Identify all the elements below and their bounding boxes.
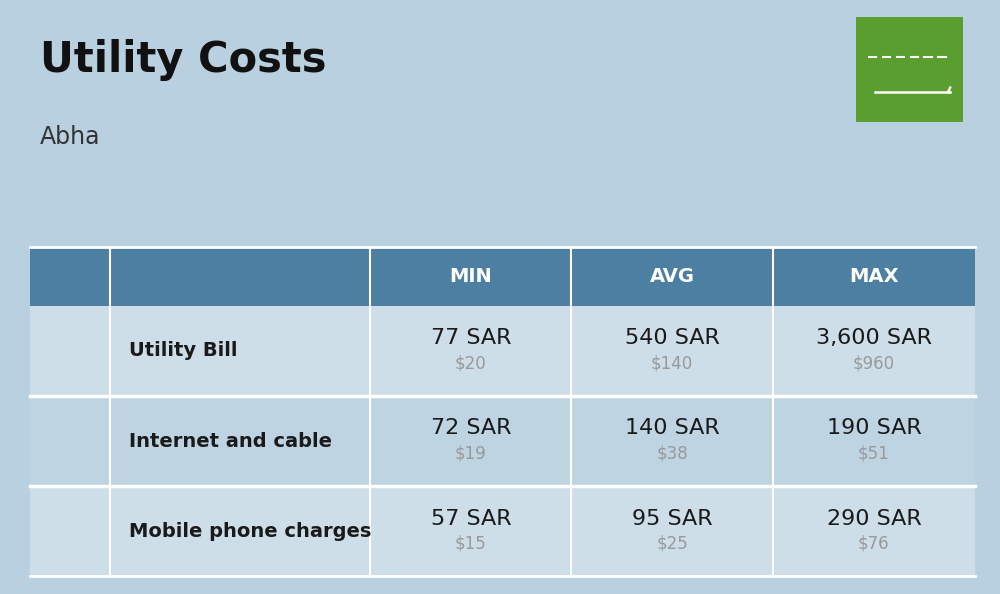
Text: 540 SAR: 540 SAR xyxy=(625,328,720,348)
Text: 57 SAR: 57 SAR xyxy=(431,508,511,529)
Text: Abha: Abha xyxy=(40,125,100,148)
Text: 95 SAR: 95 SAR xyxy=(632,508,712,529)
Text: $38: $38 xyxy=(656,445,688,463)
Text: MAX: MAX xyxy=(849,267,899,286)
Text: 290 SAR: 290 SAR xyxy=(827,508,921,529)
Text: $960: $960 xyxy=(853,355,895,372)
Text: 📡: 📡 xyxy=(62,427,78,455)
Text: 3,600 SAR: 3,600 SAR xyxy=(816,328,932,348)
Text: $20: $20 xyxy=(455,355,487,372)
Text: $15: $15 xyxy=(455,535,487,553)
Text: 77 SAR: 77 SAR xyxy=(431,328,511,348)
Text: Utility Costs: Utility Costs xyxy=(40,39,326,81)
Text: Utility Bill: Utility Bill xyxy=(129,342,237,361)
Text: $19: $19 xyxy=(455,445,487,463)
Text: ⚡: ⚡ xyxy=(60,337,80,365)
Text: AVG: AVG xyxy=(650,267,695,286)
Text: Mobile phone charges: Mobile phone charges xyxy=(129,522,371,541)
Text: 📱: 📱 xyxy=(62,517,78,545)
Text: Internet and cable: Internet and cable xyxy=(129,432,332,450)
Text: $76: $76 xyxy=(858,535,890,553)
Text: $140: $140 xyxy=(651,355,693,372)
Text: 72 SAR: 72 SAR xyxy=(431,418,511,438)
Text: $25: $25 xyxy=(656,535,688,553)
Text: MIN: MIN xyxy=(449,267,492,286)
Text: $51: $51 xyxy=(858,445,890,463)
Text: 190 SAR: 190 SAR xyxy=(827,418,921,438)
Text: 140 SAR: 140 SAR xyxy=(625,418,720,438)
